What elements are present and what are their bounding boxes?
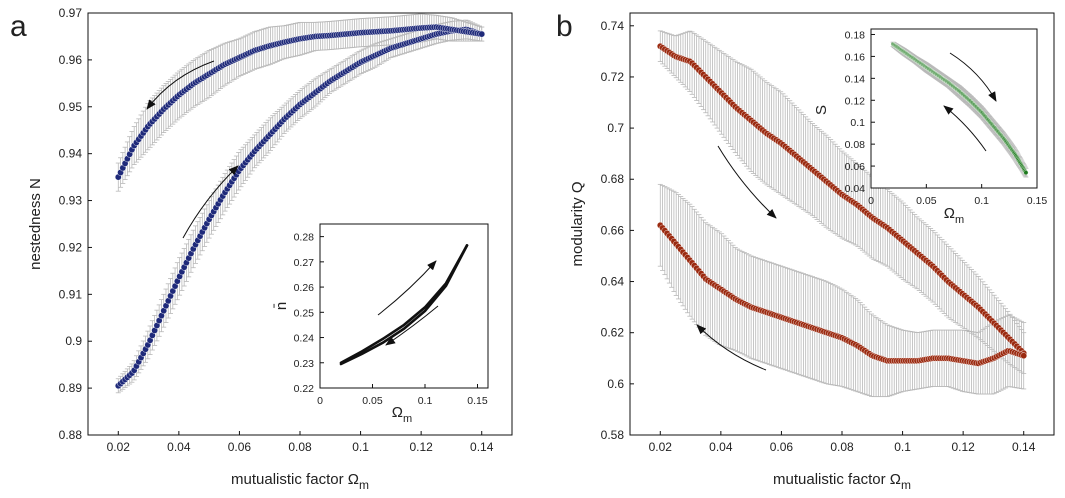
axis-b-xtick-label: 0.08 — [830, 440, 854, 454]
arrow-forward-b — [717, 145, 777, 219]
inset-a-xlabel: Ωm — [392, 404, 412, 425]
inset-b-xlabel-main: Ω — [944, 205, 955, 222]
inset-a-xtick-label: 0.05 — [362, 395, 383, 407]
axis-b-xtick-label: 0.06 — [770, 440, 794, 454]
axis-a-ytick-label: 0.96 — [59, 53, 83, 67]
inset-a-xtick-label: 0.1 — [418, 395, 433, 407]
axis-b-ytick-label: 0.62 — [601, 326, 625, 340]
xlabel-a: mutualistic factor Ωm — [231, 471, 369, 492]
inset-b-ylabel: S — [813, 105, 830, 115]
xlabel-b-main: mutualistic factor Ω — [773, 471, 901, 488]
inset-b-ytick-label: 0.18 — [845, 29, 866, 41]
inset-a-arrow-down — [385, 305, 439, 346]
axis-b-xtick-label: 0.12 — [951, 440, 975, 454]
axis-a-ytick-label: 0.93 — [59, 194, 83, 208]
inset-b-xtick-label: 0.15 — [1027, 195, 1048, 207]
axis-a-ytick-label: 0.89 — [59, 381, 83, 395]
inset-a: 0 0.05 0.1 0.15 0.22 0.23 0.24 0.25 0.26 0.27 0.28… — [273, 223, 489, 425]
inset-b-xlabel-sub: m — [955, 214, 964, 226]
inset-b-ytick-label: 0.04 — [845, 183, 866, 195]
inset-a-ytick-label: 0.23 — [294, 358, 315, 370]
xlabel-a-main: mutualistic factor Ω — [231, 471, 359, 488]
axis-a-xtick-label: 0.1 — [352, 440, 369, 454]
inset-b-ytick-label: 0.1 — [850, 117, 865, 129]
inset-b-xtick-label: 0.05 — [916, 195, 937, 207]
xlabel-a-sub: m — [359, 478, 369, 492]
axis-b-ytick-label: 0.64 — [601, 275, 625, 289]
arrow-backward-a — [146, 60, 215, 110]
inset-a-ytick-label: 0.25 — [294, 307, 315, 319]
axis-b-ytick-label: 0.6 — [607, 377, 624, 391]
axis-a-xtick-label: 0.12 — [409, 440, 433, 454]
xlabel-b-sub: m — [901, 478, 911, 492]
inset-b-arrow-down — [949, 52, 997, 102]
axis-b-ytick-label: 0.66 — [601, 223, 625, 237]
inset-a-ytick-label: 0.24 — [294, 333, 315, 345]
inset-b-arrow-up — [943, 105, 987, 152]
panel-b: 0.02 0.04 0.06 0.08 0.1 0.12 0.14 0.58 0.6 0.62 0.… — [569, 12, 1055, 492]
axis-a-ytick-label: 0.92 — [59, 240, 83, 254]
axis-a-ytick-label: 0.88 — [59, 428, 83, 442]
inset-b-frame — [870, 28, 1038, 189]
ylabel-a: nestedness N — [27, 178, 44, 270]
inset-b-ytick-label: 0.12 — [845, 95, 866, 107]
axis-a-xtick-label: 0.06 — [228, 440, 252, 454]
inset-a-lines — [339, 244, 469, 366]
axis-a-xtick-label: 0.14 — [470, 440, 494, 454]
series-a-point — [478, 30, 486, 38]
inset-a-xlabel-main: Ω — [392, 404, 403, 421]
axis-b-ytick-label: 0.58 — [601, 428, 625, 442]
axis-a-ytick-label: 0.94 — [59, 147, 83, 161]
inset-b: 0 0.05 0.1 0.15 0.04 0.06 0.08 0.1 0.12 0.14 0.16 0… — [813, 28, 1048, 226]
ylabel-b: modularity Q — [569, 181, 586, 266]
inset-b-xtick-label: 0.1 — [974, 195, 989, 207]
axis-b-ytick-label: 0.74 — [601, 19, 625, 33]
axis-a-ytick-label: 0.97 — [59, 6, 83, 20]
inset-b-xtick-label: 0 — [868, 195, 874, 207]
panel-label-b: b — [556, 10, 573, 43]
axis-a-ytick-label: 0.91 — [59, 287, 83, 301]
inset-a-ylabel: n̄ — [273, 302, 290, 310]
points-a — [114, 23, 486, 390]
inset-a-frame — [319, 223, 489, 389]
inset-b-ytick-label: 0.16 — [845, 51, 866, 63]
axis-b-xtick-label: 0.14 — [1012, 440, 1036, 454]
arrow-forward-a — [182, 165, 239, 239]
axis-b-ytick-label: 0.72 — [601, 70, 625, 84]
inset-b-ytick-label: 0.06 — [845, 161, 866, 173]
inset-b-bg — [871, 29, 1037, 188]
axis-b-xtick-label: 0.1 — [894, 440, 911, 454]
inset-b-ytick-label: 0.14 — [845, 73, 866, 85]
axis-b-ytick-label: 0.68 — [601, 172, 625, 186]
axis-b-xtick-label: 0.02 — [649, 440, 673, 454]
axis-a-xtick-label: 0.08 — [288, 440, 312, 454]
inset-b-ytick-label: 0.08 — [845, 139, 866, 151]
inset-b-points — [890, 41, 1029, 176]
inset-a-xtick-label: 0.15 — [467, 395, 488, 407]
panel-label-a: a — [10, 10, 27, 43]
axis-b-xtick-label: 0.04 — [709, 440, 733, 454]
axis-a-ytick-label: 0.9 — [65, 334, 82, 348]
inset-a-xlabel-sub: m — [403, 413, 412, 425]
inset-a-ytick-label: 0.26 — [294, 282, 315, 294]
axis-a-xtick-label: 0.04 — [167, 440, 191, 454]
inset-b-xlabel: Ωm — [944, 205, 964, 226]
arrow-backward-b — [696, 324, 767, 371]
axis-b-ytick-label: 0.7 — [607, 121, 624, 135]
axis-a-xtick-label: 0.02 — [107, 440, 131, 454]
panel-a: 0.02 0.04 0.06 0.08 0.1 0.12 0.14 0.88 0.89 0.9 0.… — [27, 6, 513, 492]
inset-a-xtick-label: 0 — [317, 395, 323, 407]
inset-b-point — [1023, 170, 1029, 176]
inset-a-arrow-up — [377, 260, 437, 316]
points-b — [656, 42, 1028, 367]
xlabel-b: mutualistic factor Ωm — [773, 471, 911, 492]
inset-a-ytick-label: 0.28 — [294, 232, 315, 244]
inset-a-ytick-label: 0.27 — [294, 257, 315, 269]
inset-a-series-line — [339, 244, 469, 366]
inset-a-ytick-label: 0.22 — [294, 383, 315, 395]
axis-a-ytick-label: 0.95 — [59, 100, 83, 114]
series-b-point — [1020, 352, 1028, 360]
